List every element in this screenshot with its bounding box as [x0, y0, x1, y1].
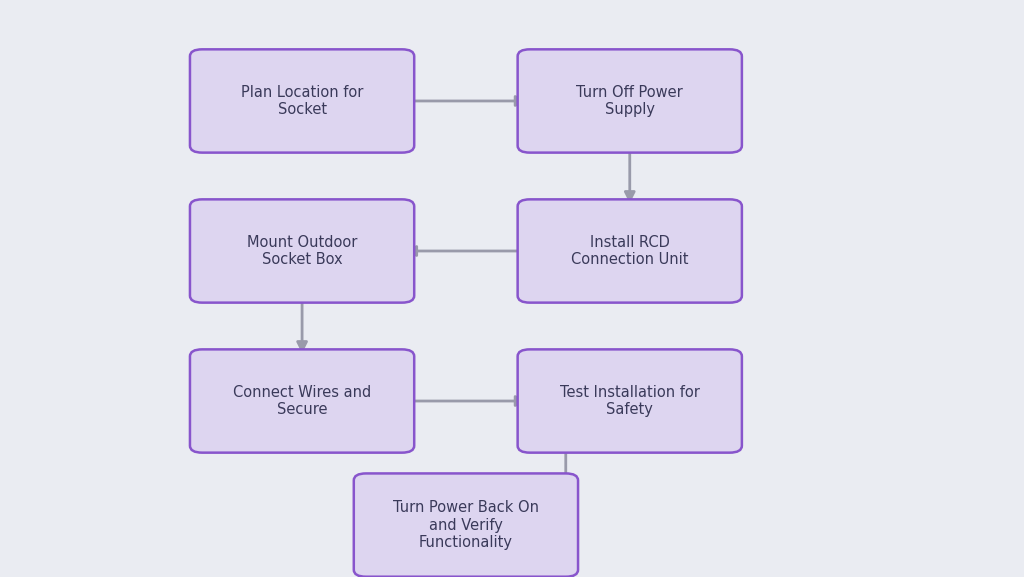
FancyBboxPatch shape: [189, 50, 414, 153]
Text: Connect Wires and
Secure: Connect Wires and Secure: [232, 385, 372, 417]
Text: Install RCD
Connection Unit: Install RCD Connection Unit: [571, 235, 688, 267]
FancyBboxPatch shape: [189, 200, 414, 303]
FancyBboxPatch shape: [189, 350, 414, 453]
FancyBboxPatch shape: [517, 350, 741, 453]
FancyBboxPatch shape: [517, 200, 741, 303]
Text: Plan Location for
Socket: Plan Location for Socket: [241, 85, 364, 117]
FancyBboxPatch shape: [517, 50, 741, 153]
FancyBboxPatch shape: [354, 473, 578, 577]
Text: Mount Outdoor
Socket Box: Mount Outdoor Socket Box: [247, 235, 357, 267]
Text: Turn Power Back On
and Verify
Functionality: Turn Power Back On and Verify Functional…: [393, 500, 539, 550]
Text: Turn Off Power
Supply: Turn Off Power Supply: [577, 85, 683, 117]
Text: Test Installation for
Safety: Test Installation for Safety: [560, 385, 699, 417]
